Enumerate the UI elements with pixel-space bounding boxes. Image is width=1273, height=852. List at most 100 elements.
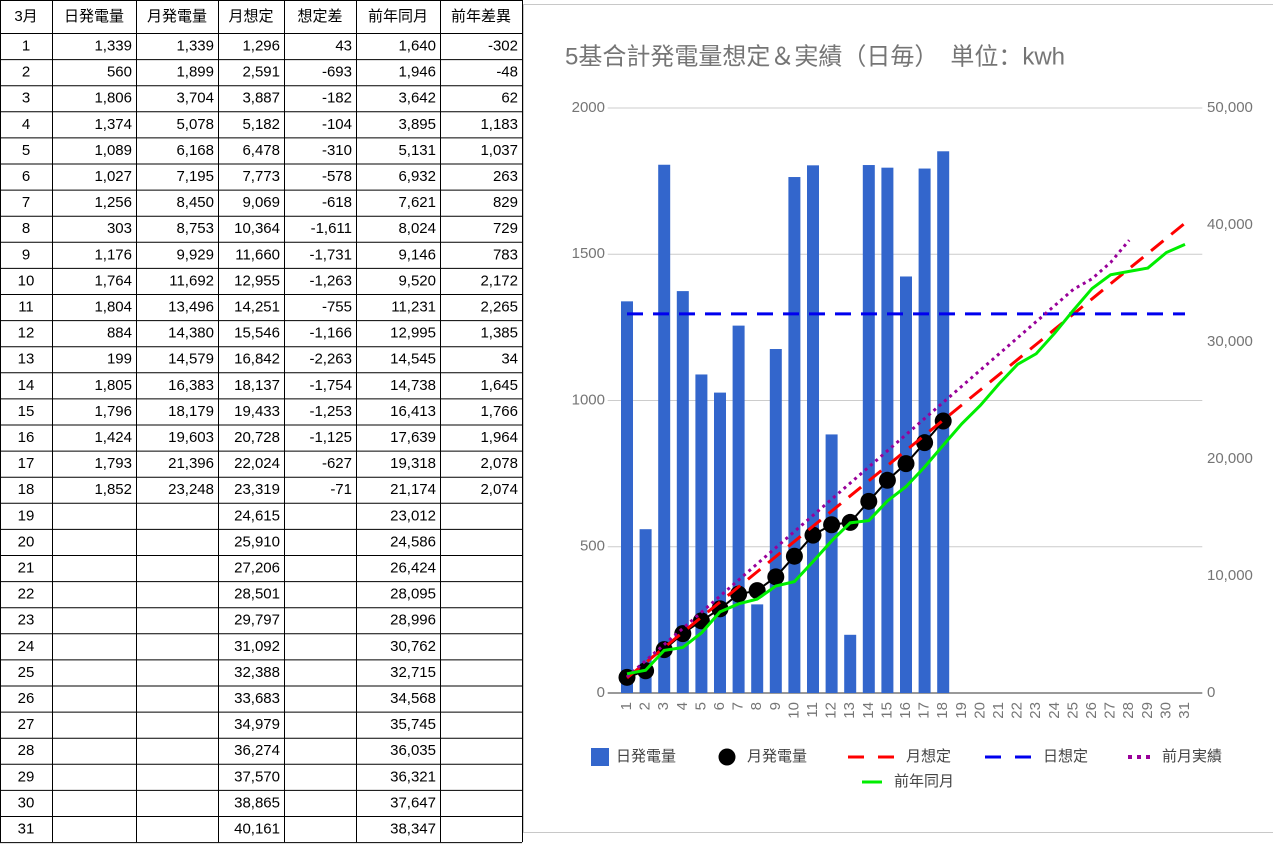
table-cell: 1,640 [398,37,436,54]
table-cell: 40,161 [234,820,280,837]
table-cell: 2 [22,64,30,81]
table-cell: 783 [493,246,518,263]
x-tick-label: 14 [860,702,877,719]
table-cell: 1,793 [94,455,132,472]
table-cell: 8,753 [176,220,214,237]
table-cell: 3,895 [398,116,436,133]
table-cell: 1,339 [94,37,132,54]
table-cell: 5,131 [398,142,436,159]
table-cell: 13 [18,351,35,368]
table-cell: 1,027 [94,168,132,185]
x-tick-label: 19 [953,702,970,719]
table-cell: 11,692 [169,272,214,289]
bar [770,349,782,693]
legend-label: 日想定 [1043,748,1088,765]
table-header-cell: 前年同月 [368,8,428,25]
table-cell: 11,231 [391,298,436,315]
legend-label: 月想定 [906,748,951,765]
bar [807,165,819,693]
table-cell: 6,478 [242,142,280,159]
table-cell: 15,546 [234,325,280,342]
bar [881,168,893,693]
table-cell: 34,979 [234,716,280,733]
bar [714,393,726,693]
table-cell: 31,092 [234,638,280,655]
x-tick-label: 5 [692,702,709,710]
x-tick-label: 4 [674,702,691,710]
table-cell: 12 [18,325,35,342]
table-cell: 26 [18,690,35,707]
table-cell: 14,545 [390,351,436,368]
table-cell: 24 [18,638,35,655]
table-cell: 24,615 [234,507,280,524]
legend-label: 前月実績 [1162,748,1222,765]
table-cell: 7,621 [398,194,436,211]
table-cell: 31 [18,820,35,837]
table-cell: 36,274 [234,742,280,759]
y-tick-label: 1500 [572,245,605,262]
table-cell: -182 [322,90,352,107]
table-cell: 34,568 [390,690,436,707]
x-tick-label: 20 [971,702,988,719]
table-cell: -71 [330,481,352,498]
table-cell: 5 [22,142,30,159]
table-cell: 37,570 [234,768,280,785]
table-cell: 1,805 [94,377,132,394]
table-cell: 729 [493,220,518,237]
table-cell: 21,174 [390,481,436,498]
legend-swatch [719,749,736,766]
table-cell: -1,754 [309,377,352,394]
table-cell: 20,728 [234,429,280,446]
table-cell: 8 [22,220,30,237]
series-marker [767,568,784,585]
table-cell: -302 [488,37,518,54]
table-cell: 19,603 [168,429,214,446]
table-cell: 30 [18,794,35,811]
series-marker [823,516,840,533]
x-tick-label: 22 [1009,702,1026,719]
table-cell: 62 [501,90,518,107]
table-cell: 18,179 [168,403,214,420]
table-cell: 14,738 [390,377,436,394]
table-cell: -693 [322,64,352,81]
table-cell: 19,433 [234,403,280,420]
table-header-cell: 月発電量 [147,8,207,25]
bar [844,635,856,693]
bar [788,177,800,693]
table-cell: 8,450 [176,194,214,211]
x-tick-label: 10 [785,702,802,719]
table-cell: 5,078 [176,116,214,133]
y2-tick-label: 30,000 [1207,333,1253,350]
table-cell: 829 [493,194,518,211]
table-cell: 36,321 [390,768,436,785]
table-cell: 16,383 [168,377,214,394]
table-cell: 14,579 [168,351,214,368]
table-cell: 43 [335,37,352,54]
table-cell: -1,731 [309,246,352,263]
table-cell: 1,176 [94,246,132,263]
table-cell: 22,024 [234,455,280,472]
table-cell: 1,796 [94,403,132,420]
legend-label: 前年同月 [894,773,954,790]
table-cell: 1,852 [94,481,132,498]
table-cell: 3 [22,90,30,107]
x-tick-label: 1 [618,702,635,710]
x-tick-label: 21 [990,702,1007,719]
bar [826,434,838,693]
table-cell: 14,251 [234,298,280,315]
table-cell: 1,645 [480,377,518,394]
table-cell: 9 [22,246,30,263]
x-tick-label: 28 [1120,702,1137,719]
table-cell: 7 [22,194,30,211]
table-cell: 6 [22,168,30,185]
table-cell: 19,318 [390,455,436,472]
table-cell: 8,024 [398,220,436,237]
table-cell: 35,745 [390,716,436,733]
series-marker [916,434,933,451]
x-tick-label: 9 [767,702,784,710]
table-cell: -104 [322,116,352,133]
table-header-cell: 3月 [14,8,37,25]
x-tick-label: 12 [823,702,840,719]
table-cell: -618 [322,194,352,211]
